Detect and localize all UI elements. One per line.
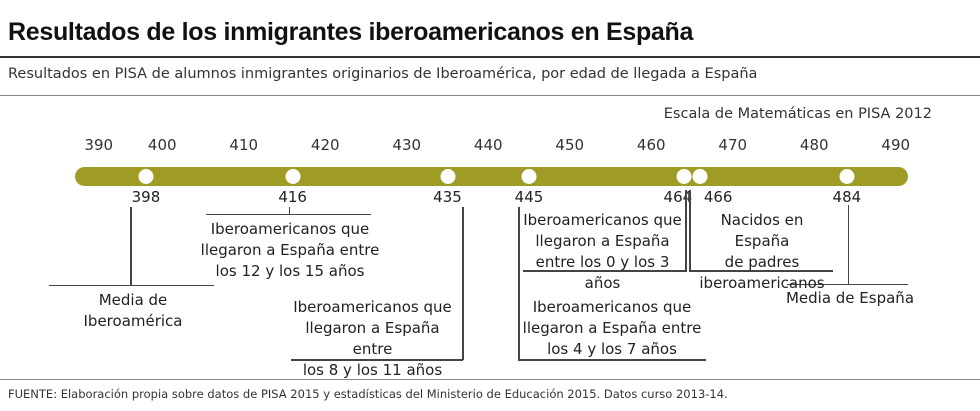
label-445: Iberoamericanos que llegaron a España ent… [522, 297, 702, 360]
data-point [692, 169, 708, 184]
data-label: 466 [703, 188, 733, 206]
tick-label: 470 [718, 136, 748, 154]
label-416: Iberoamericanos que llegaron a España ent… [200, 219, 380, 282]
data-point [521, 169, 537, 184]
tick-label: 430 [392, 136, 422, 154]
tick-label: 490 [881, 136, 911, 154]
tick-label: 440 [473, 136, 503, 154]
data-point [839, 169, 855, 184]
label-line: de padres [724, 253, 800, 271]
chart-subtitle: Resultados en PISA de alumnos inmigrante… [8, 66, 758, 82]
data-point [676, 169, 692, 184]
divider [0, 379, 980, 380]
source-footer: FUENTE: Elaboración propia sobre datos d… [8, 387, 728, 401]
label-484: Media de España [785, 288, 915, 309]
leader-line [518, 359, 706, 361]
label-line: los 12 y los 15 años [215, 262, 365, 280]
leader-line [206, 214, 371, 215]
leader-line [848, 205, 849, 285]
label-line: Media de España [785, 289, 915, 307]
leader-line [130, 207, 132, 286]
data-point [138, 169, 154, 184]
tick-label: 460 [636, 136, 666, 154]
data-label: 464 [663, 188, 693, 206]
label-435: Iberoamericanos que llegaron a España ent… [285, 297, 460, 381]
label-466: Nacidos en España de padres iberoamericano… [692, 210, 832, 294]
label-464: Iberoamericanos que llegaron a España entr… [520, 210, 685, 294]
tick-label: 410 [229, 136, 259, 154]
label-line: entre los 0 y los 3 años [535, 253, 670, 292]
leader-line [49, 285, 214, 286]
leader-line [685, 190, 687, 272]
tick-label: 450 [555, 136, 585, 154]
label-line: llegaron a España [535, 232, 670, 250]
divider [0, 95, 980, 96]
leader-line [523, 270, 687, 272]
leader-line [462, 207, 464, 360]
label-line: Iberoamericanos que [293, 298, 452, 316]
tick-label: 390 [84, 136, 114, 154]
tick-label: 480 [799, 136, 829, 154]
label-line: llegaron a España entre [522, 319, 702, 337]
label-line: Nacidos en España [720, 211, 804, 250]
tick-label: 420 [310, 136, 340, 154]
label-line: Iberoamericanos que [523, 211, 682, 229]
leader-line [689, 270, 833, 272]
label-398: Media de Iberoamérica [49, 290, 217, 332]
leader-line [689, 190, 691, 272]
label-line: Iberoamericanos que [210, 220, 370, 238]
data-label: 398 [131, 188, 161, 206]
label-line: Iberoamericanos que [532, 298, 692, 316]
tick-label: 400 [147, 136, 177, 154]
axis-label: Escala de Matemáticas en PISA 2012 [663, 106, 932, 122]
data-point [440, 169, 455, 184]
label-line: llegaron a España entre [200, 241, 380, 259]
label-line: los 8 y los 11 años [302, 361, 443, 379]
leader-line [291, 359, 463, 361]
leader-line [289, 207, 290, 215]
data-label: 435 [433, 188, 462, 206]
data-label: 416 [278, 188, 307, 206]
leader-line [787, 284, 908, 285]
data-label: 445 [514, 188, 544, 206]
label-line: Media de Iberoamérica [83, 291, 183, 330]
label-line: iberoamericanos [699, 274, 825, 292]
label-line: llegaron a España entre [305, 319, 440, 358]
label-line: los 4 y los 7 años [547, 340, 677, 358]
data-point [285, 169, 301, 184]
divider [0, 56, 980, 58]
data-label: 484 [832, 188, 862, 206]
leader-line [518, 207, 520, 360]
scale-bar [75, 167, 908, 186]
chart-title: Resultados de los inmigrantes iberoameri… [8, 18, 694, 46]
